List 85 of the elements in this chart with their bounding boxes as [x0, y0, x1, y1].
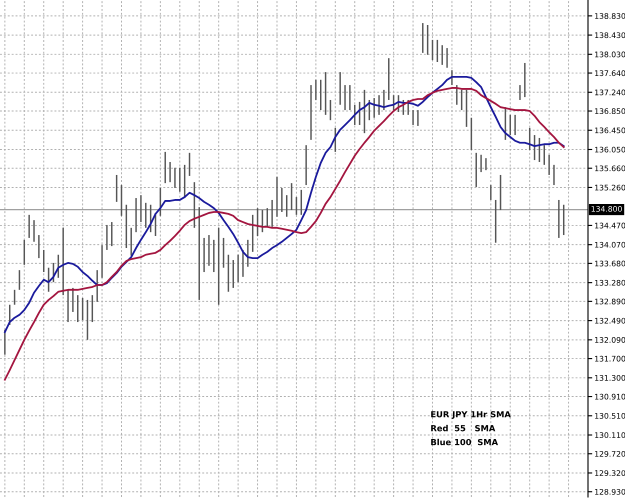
candlestick: [262, 210, 264, 232]
candlestick: [417, 110, 419, 126]
candlestick: [106, 224, 108, 250]
candlestick: [228, 254, 230, 292]
candlestick: [252, 214, 254, 252]
candlestick: [296, 197, 298, 215]
candlestick: [286, 195, 288, 217]
candlestick: [500, 174, 502, 210]
candlestick: [315, 80, 317, 100]
candlestick: [213, 240, 215, 272]
candlestick: [373, 98, 375, 118]
candlestick: [339, 72, 341, 105]
candlestick: [92, 295, 94, 322]
annotation: Blue 100 SMA: [431, 438, 498, 446]
line-series: [4, 87, 565, 381]
candlestick: [300, 190, 302, 215]
candlestick: [82, 298, 84, 320]
candlestick: [324, 72, 326, 115]
candlestick: [62, 228, 64, 296]
candlestick: [4, 330, 6, 355]
candlestick: [534, 135, 536, 160]
candlestick: [490, 185, 492, 200]
candlestick: [344, 85, 346, 110]
candlestick: [18, 270, 20, 290]
candlestick: [101, 245, 103, 278]
annotation: Red 55 SMA: [431, 424, 496, 432]
candlestick: [548, 154, 550, 175]
candlestick: [460, 90, 462, 110]
annotation: EUR JPY 1Hr SMA: [431, 411, 511, 419]
candlestick: [256, 208, 258, 236]
candlestick: [130, 228, 132, 256]
candlestick: [222, 238, 224, 268]
candlestick: [184, 164, 186, 198]
candlestick: [538, 138, 540, 162]
candlestick: [169, 162, 171, 182]
candlestick: [72, 288, 74, 312]
candlestick: [562, 204, 564, 236]
candlestick: [528, 128, 530, 150]
line-series: [4, 76, 565, 334]
candlestick: [67, 290, 69, 322]
candlestick: [194, 182, 196, 228]
candlestick: [330, 100, 332, 120]
candlestick: [514, 114, 516, 136]
candlestick: [28, 214, 30, 238]
candlestick: [38, 235, 40, 258]
candlestick: [426, 24, 428, 55]
candlestick: [135, 198, 137, 232]
candlestick: [140, 195, 142, 222]
candlestick: [364, 90, 366, 134]
candlestick: [48, 268, 50, 292]
candlestick: [96, 270, 98, 302]
candlestick: [422, 23, 424, 53]
candlestick: [218, 228, 220, 305]
candlestick: [441, 45, 443, 65]
candlestick: [203, 238, 205, 272]
candlestick: [271, 200, 273, 227]
candlestick: [86, 300, 88, 340]
candlestick: [558, 200, 560, 238]
candlestick: [179, 168, 181, 192]
candlestick: [116, 174, 118, 202]
candlestick: [160, 188, 162, 216]
candlestick: [412, 110, 414, 125]
candlestick: [436, 40, 438, 62]
candlestick: [480, 154, 482, 172]
candlestick: [524, 62, 526, 98]
candlestick: [24, 240, 26, 265]
candlestick: [494, 200, 496, 243]
candlestick: [145, 202, 147, 228]
candlestick: [174, 168, 176, 188]
candlestick: [164, 152, 166, 184]
candlestick: [519, 85, 521, 100]
candlestick: [349, 85, 351, 110]
candlestick: [485, 158, 487, 170]
candlestick: [14, 290, 16, 305]
candlestick: [281, 188, 283, 212]
candlestick: [208, 235, 210, 266]
candlestick: [237, 254, 239, 282]
candlestick: [305, 145, 307, 186]
candlestick: [470, 118, 472, 150]
candlestick: [126, 204, 128, 248]
candlestick: [290, 183, 292, 210]
candlestick: [383, 90, 385, 110]
candlestick: [378, 95, 380, 115]
candlestick: [446, 48, 448, 68]
candlestick: [247, 240, 249, 267]
